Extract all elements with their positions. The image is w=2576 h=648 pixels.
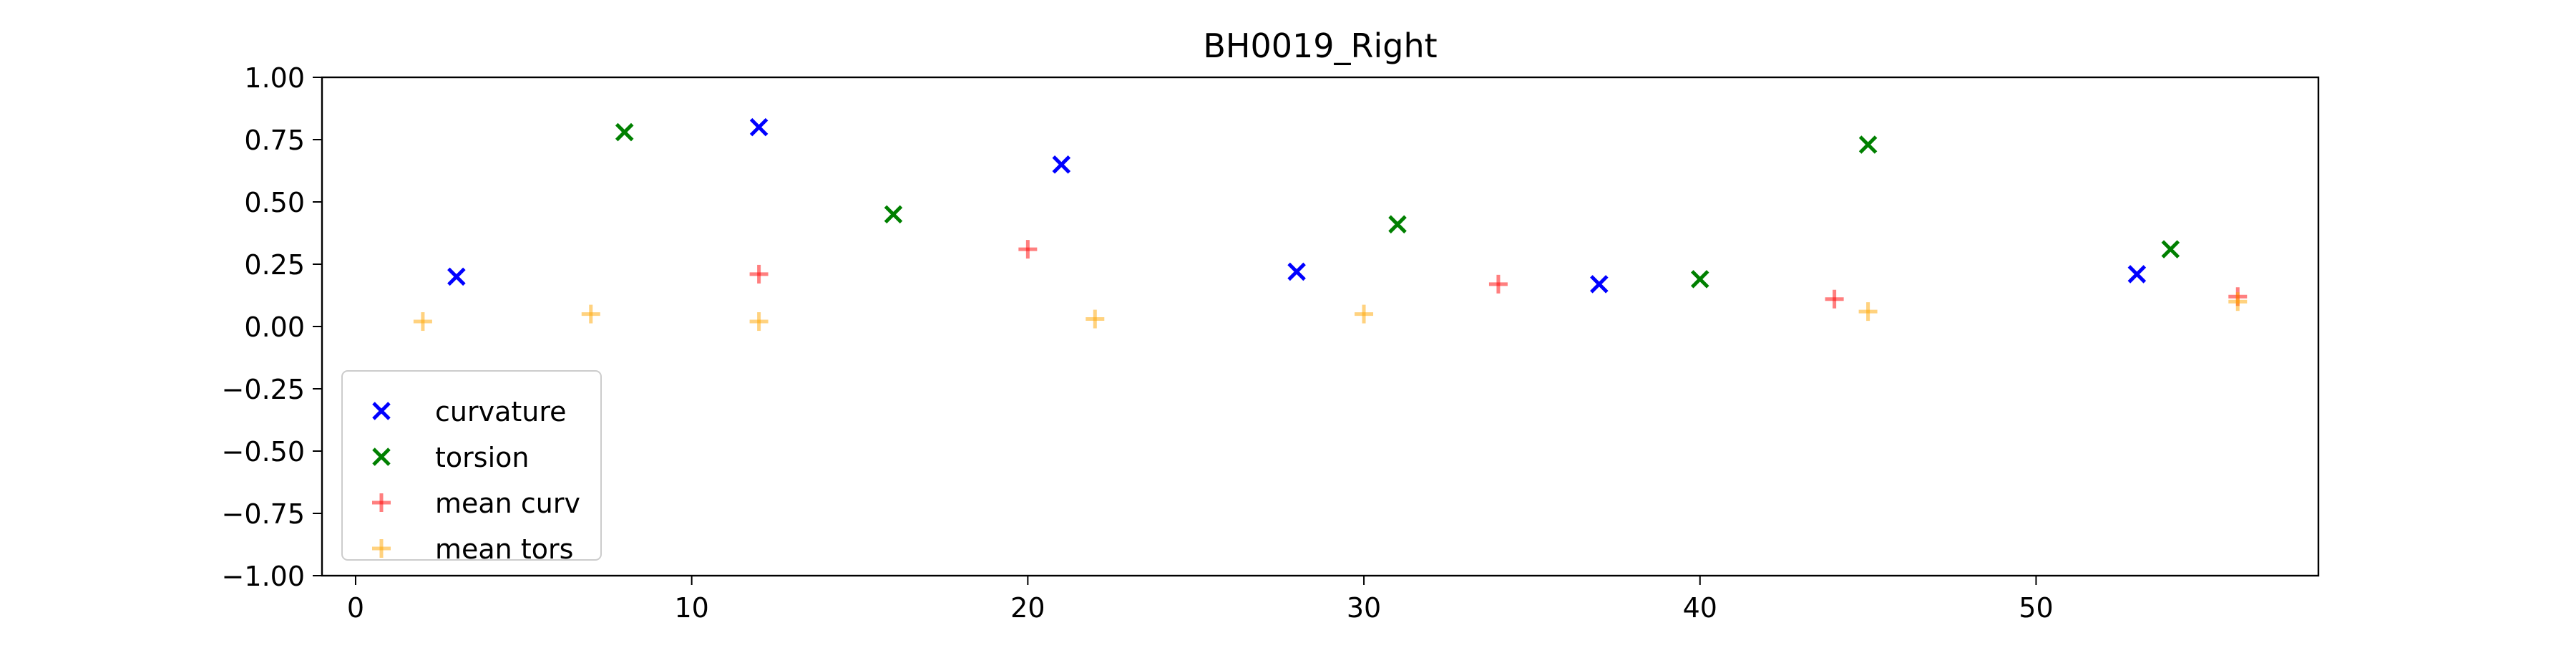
mean-tors-point bbox=[749, 312, 769, 332]
y-tick-label: −0.50 bbox=[222, 436, 305, 468]
x-tick-label: 20 bbox=[1010, 592, 1045, 624]
mean-curv-point bbox=[1488, 274, 1508, 294]
mean-tors-point bbox=[2228, 292, 2248, 311]
mean-curv-legend-marker bbox=[372, 493, 391, 512]
mean-tors-point bbox=[1085, 309, 1105, 329]
legend-label-curvature: curvature bbox=[435, 396, 567, 427]
curvature-point bbox=[749, 117, 769, 137]
curvature-point bbox=[1052, 155, 1071, 174]
plot-area-frame bbox=[321, 76, 2320, 577]
x-tick-label: 30 bbox=[1347, 592, 1381, 624]
legend-box bbox=[341, 370, 602, 561]
x-tick-label: 40 bbox=[1683, 592, 1717, 624]
y-tick-label: −1.00 bbox=[222, 561, 305, 592]
curvature-point bbox=[447, 267, 466, 286]
y-tick-label: 0.00 bbox=[244, 311, 305, 343]
legend-label-torsion: torsion bbox=[435, 442, 529, 473]
torsion-point bbox=[884, 205, 903, 224]
torsion-point bbox=[615, 122, 634, 142]
y-tick-label: −0.25 bbox=[222, 374, 305, 405]
x-tick-label: 50 bbox=[2019, 592, 2053, 624]
mean-curv-point bbox=[1825, 289, 1844, 309]
torsion-point bbox=[2161, 240, 2180, 258]
legend-label-mean-curv: mean curv bbox=[435, 488, 580, 519]
y-tick-label: 1.00 bbox=[244, 62, 305, 94]
torsion-legend-marker bbox=[372, 448, 391, 466]
x-tick-label: 10 bbox=[674, 592, 708, 624]
curvature-point bbox=[1287, 262, 1306, 281]
mean-tors-point bbox=[581, 304, 600, 324]
mean-curv-point bbox=[749, 264, 769, 284]
mean-tors-point bbox=[413, 312, 432, 332]
curvature-legend-marker bbox=[372, 402, 391, 420]
mean-curv-point bbox=[1018, 240, 1038, 259]
torsion-point bbox=[1858, 135, 1878, 154]
legend-label-mean-tors: mean tors bbox=[435, 533, 573, 565]
torsion-point bbox=[1690, 270, 1709, 289]
y-tick-label: −0.75 bbox=[222, 498, 305, 530]
y-tick-label: 0.50 bbox=[244, 187, 305, 218]
curvature-point bbox=[1590, 275, 1609, 294]
mean-tors-point bbox=[1858, 302, 1878, 321]
x-tick-label: 0 bbox=[347, 592, 364, 624]
mean-tors-point bbox=[1355, 304, 1374, 324]
y-tick-label: 0.25 bbox=[244, 249, 305, 281]
curvature-point bbox=[2127, 265, 2147, 284]
y-tick-label: 0.75 bbox=[244, 125, 305, 156]
mean-tors-legend-marker bbox=[372, 539, 391, 558]
chart-title: BH0019_Right bbox=[1203, 26, 1437, 65]
torsion-point bbox=[1388, 215, 1407, 234]
